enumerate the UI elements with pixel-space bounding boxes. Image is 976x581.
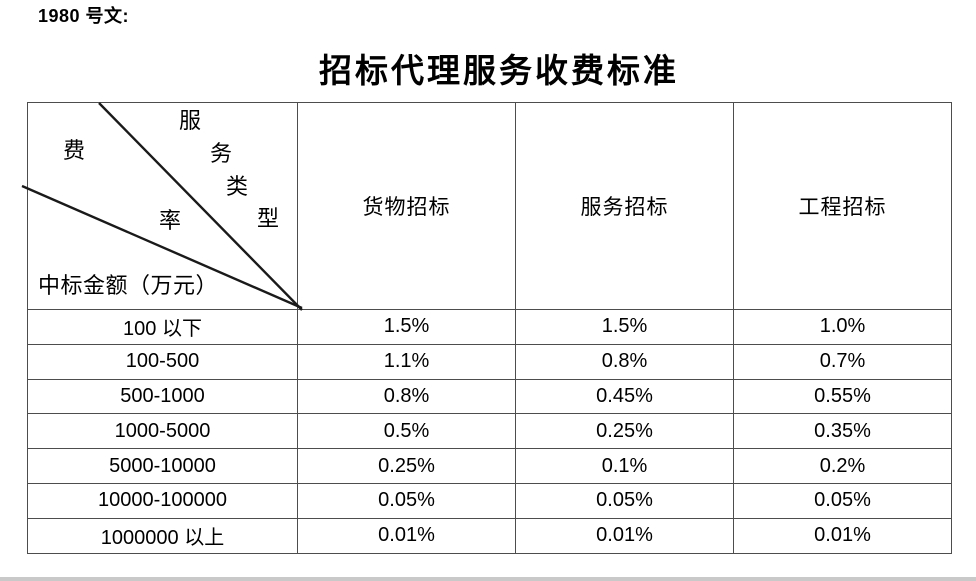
fee-value: 0.8% <box>515 343 734 380</box>
page-bottom-edge <box>0 577 976 581</box>
table-row: 100 以下 1.5% 1.5% 1.0% <box>27 309 952 345</box>
page-title: 招标代理服务收费标准 <box>319 51 679 90</box>
fee-value: 1.1% <box>297 343 516 380</box>
column-header-services: 服务招标 <box>515 102 734 310</box>
row-label: 1000000 以上 <box>27 517 298 554</box>
fee-value: 0.35% <box>733 413 952 450</box>
fee-value: 0.01% <box>297 517 516 554</box>
diagonal-header-cell: 服 务 类 型 费 率 中标金额（万元） <box>21 102 303 311</box>
fee-value: 0.05% <box>733 482 952 519</box>
fee-value: 0.7% <box>733 343 952 380</box>
table-header-row: 服 务 类 型 费 率 中标金额（万元） 货物招标 服务招标 工程招标 <box>21 102 952 311</box>
row-label: 100 以下 <box>27 309 298 345</box>
corner-label-service-type-char: 务 <box>210 142 233 167</box>
table-row: 100-500 1.1% 0.8% 0.7% <box>27 343 952 380</box>
table-row: 5000-10000 0.25% 0.1% 0.2% <box>27 448 952 484</box>
doc-reference-number: 1980 号文: <box>38 6 130 26</box>
table-row: 1000000 以上 0.01% 0.01% 0.01% <box>27 517 952 554</box>
table-row: 500-1000 0.8% 0.45% 0.55% <box>27 378 952 415</box>
column-header-engineering: 工程招标 <box>733 102 952 310</box>
row-label: 10000-100000 <box>27 482 298 519</box>
fee-value: 0.05% <box>515 482 734 519</box>
fee-value: 0.45% <box>515 378 734 415</box>
fee-value: 0.8% <box>297 378 516 415</box>
corner-label-rate-char: 率 <box>159 209 182 234</box>
row-label: 100-500 <box>27 343 298 380</box>
fee-value: 0.25% <box>515 413 734 450</box>
row-label: 1000-5000 <box>27 413 298 450</box>
fee-value: 0.2% <box>733 448 952 484</box>
row-label: 500-1000 <box>27 378 298 415</box>
table-row: 1000-5000 0.5% 0.25% 0.35% <box>27 413 952 450</box>
corner-label-service-type-char: 服 <box>179 109 202 134</box>
column-header-goods: 货物招标 <box>297 102 516 310</box>
fee-value: 0.01% <box>515 517 734 554</box>
fee-value: 0.25% <box>297 448 516 484</box>
corner-label-service-type-char: 类 <box>226 175 249 200</box>
fee-value: 0.5% <box>297 413 516 450</box>
corner-label-rate-char: 费 <box>63 139 86 164</box>
fee-value: 0.01% <box>733 517 952 554</box>
fee-value: 0.55% <box>733 378 952 415</box>
fee-value: 1.5% <box>297 309 516 345</box>
table-row: 10000-100000 0.05% 0.05% 0.05% <box>27 482 952 519</box>
fee-standard-table: 服 务 类 型 费 率 中标金额（万元） 货物招标 服务招标 工程招标 100 … <box>21 102 952 554</box>
fee-value: 0.05% <box>297 482 516 519</box>
diagonal-divider-lines <box>21 102 303 311</box>
fee-value: 0.1% <box>515 448 734 484</box>
fee-value: 1.5% <box>515 309 734 345</box>
fee-value: 1.0% <box>733 309 952 345</box>
row-label: 5000-10000 <box>27 448 298 484</box>
corner-label-bid-amount: 中标金额（万元） <box>38 274 219 299</box>
corner-label-service-type-char: 型 <box>257 207 280 232</box>
